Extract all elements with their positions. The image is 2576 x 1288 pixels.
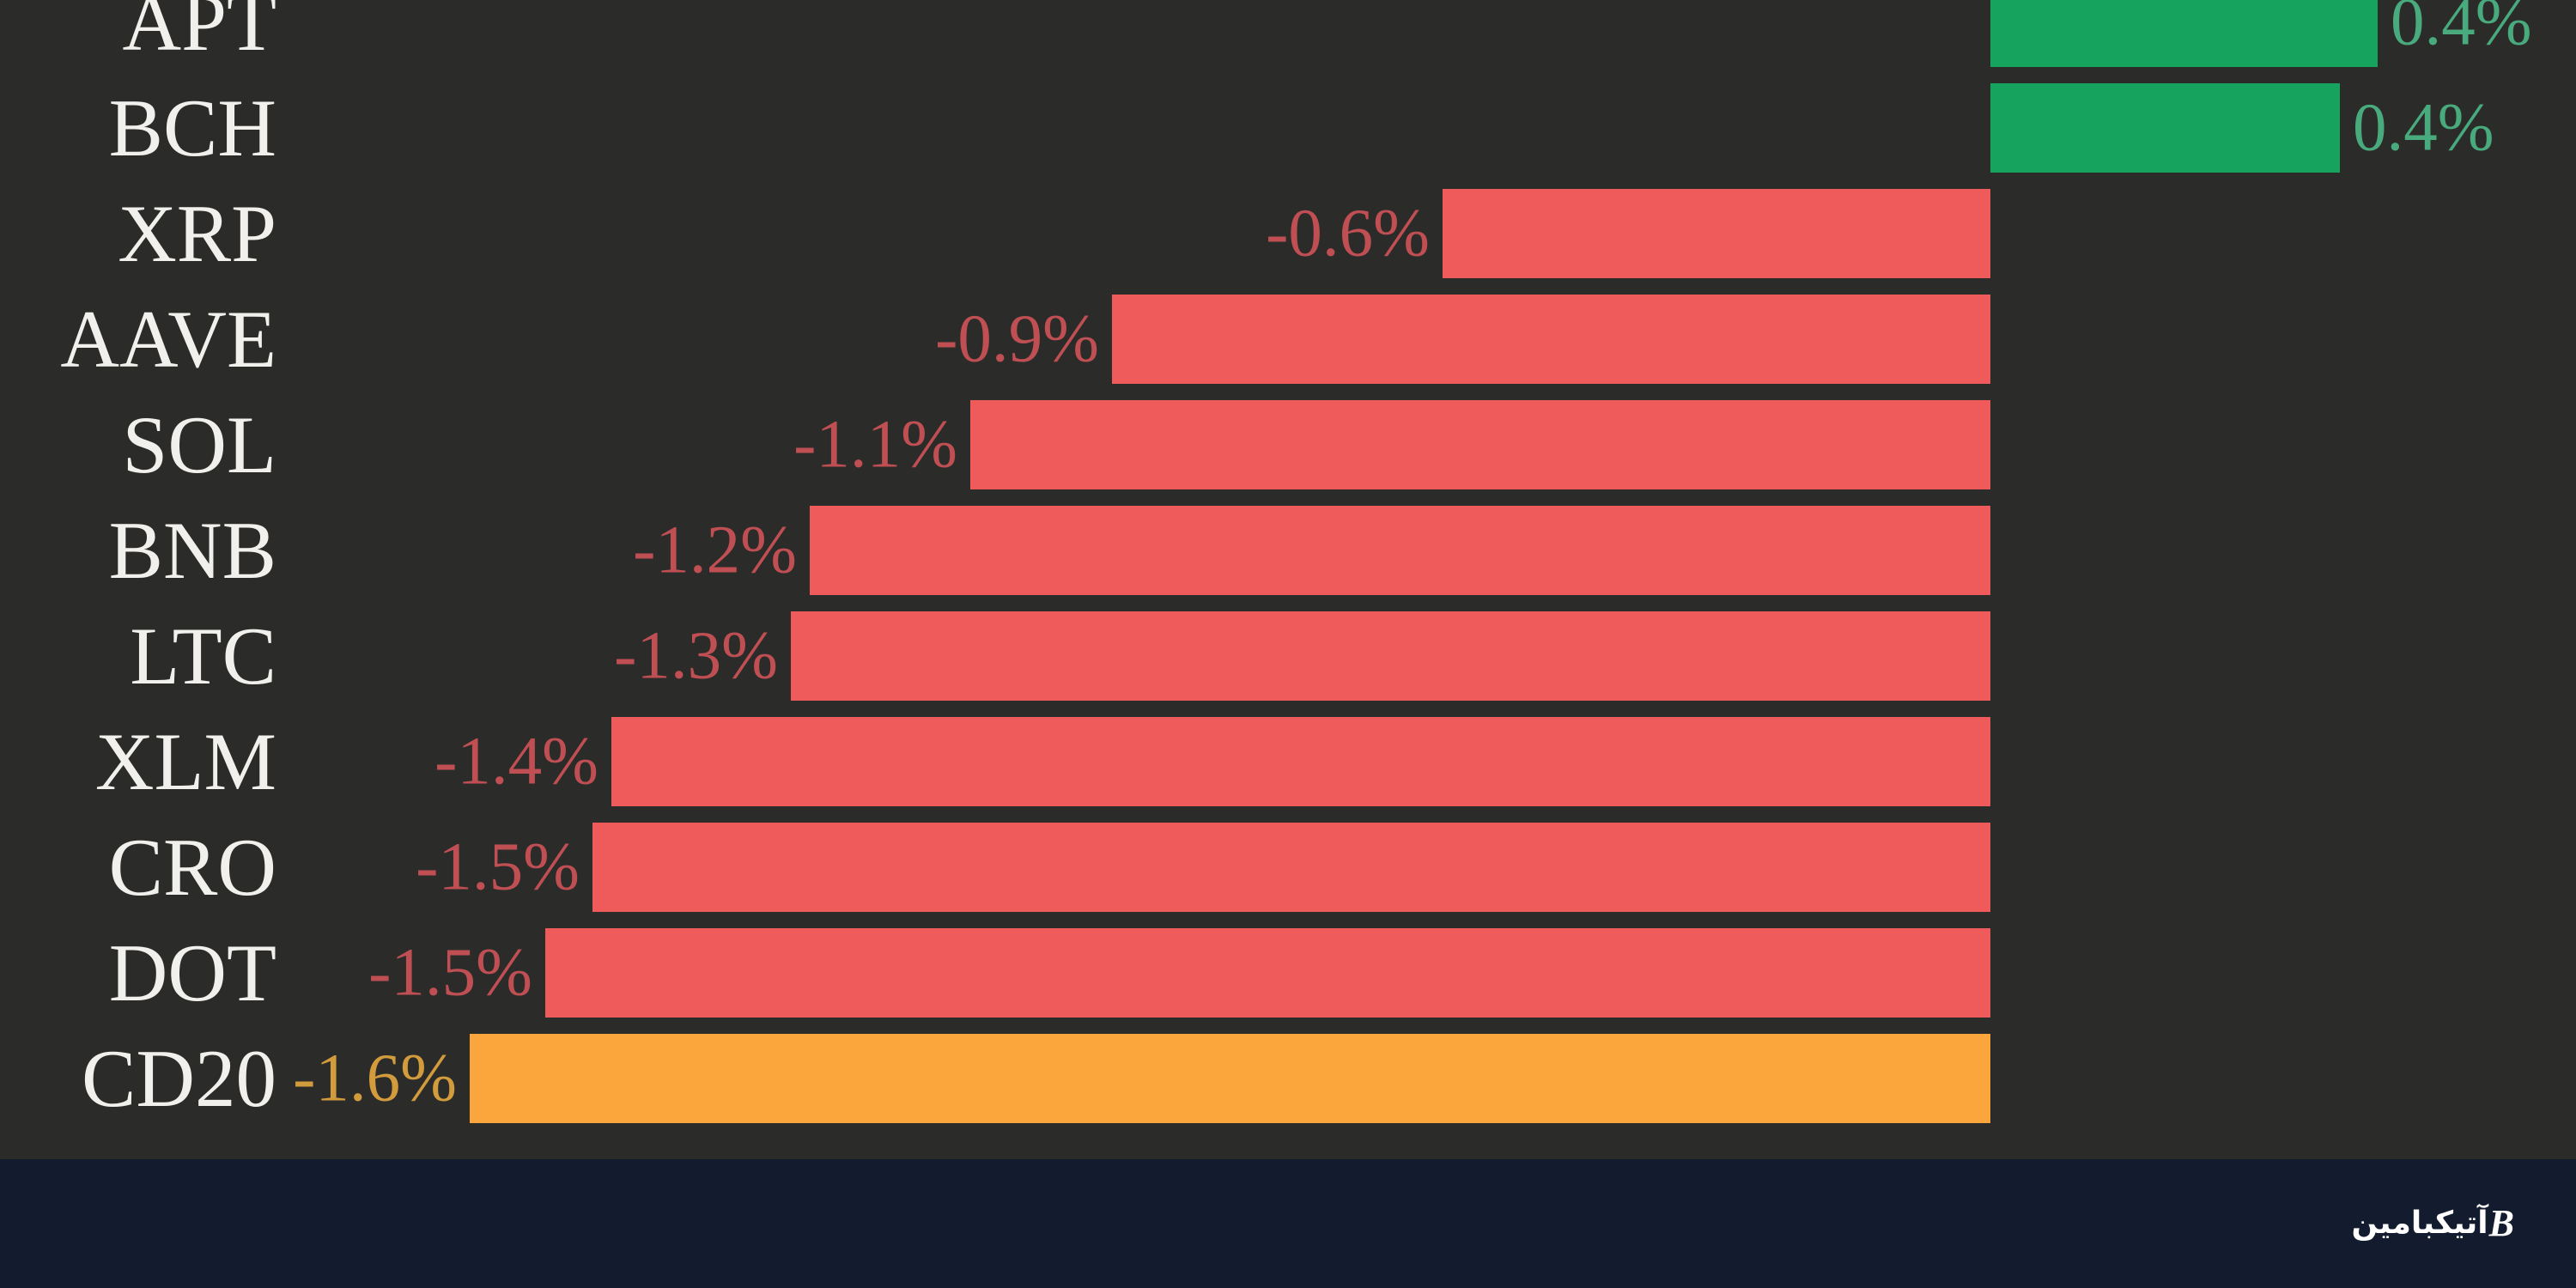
bar-bnb [810, 506, 1990, 595]
chart-row-sol: SOL -1.1% [0, 392, 2576, 498]
value-label-bnb: -1.2% [633, 513, 797, 588]
chart-row-cd20: CD20 -1.6% [0, 1026, 2576, 1132]
chart-row-apt: APT 0.4% [0, 0, 2576, 76]
category-label-aave: AAVE [60, 293, 276, 385]
chart-row-bnb: BNB -1.2% [0, 498, 2576, 604]
category-label-xlm: XLM [94, 715, 276, 807]
category-label-bnb: BNB [108, 504, 276, 596]
bar-cd20 [470, 1034, 1990, 1123]
bar-ltc [791, 611, 1990, 701]
category-label-apt: APT [122, 0, 276, 68]
brand-watermark: B آتیکبامین [2352, 1205, 2514, 1242]
value-label-cd20: -1.6% [293, 1041, 457, 1116]
bar-xrp [1443, 189, 1990, 278]
bar-chart: APT 0.4% BCH 0.4% XRP -0.6% AAVE -0.9% SOL -1.1% B… [0, 0, 2576, 1132]
brand-logo-icon: B [2488, 1202, 2514, 1244]
value-label-ltc: -1.3% [614, 618, 778, 694]
value-label-xrp: -0.6% [1266, 196, 1430, 271]
chart-row-xrp: XRP -0.6% [0, 181, 2576, 287]
bar-sol [970, 400, 1990, 489]
bar-aave [1112, 295, 1990, 384]
chart-row-xlm: XLM -1.4% [0, 709, 2576, 815]
chart-row-bch: BCH 0.4% [0, 76, 2576, 181]
value-label-xlm: -1.4% [434, 724, 598, 799]
chart-row-dot: DOT -1.5% [0, 920, 2576, 1026]
brand-text: آتیکبامین [2351, 1206, 2488, 1241]
chart-row-aave: AAVE -0.9% [0, 287, 2576, 392]
category-label-bch: BCH [108, 82, 276, 173]
bar-bch [1990, 83, 2340, 173]
chart-row-cro: CRO -1.5% [0, 815, 2576, 920]
value-label-apt: 0.4% [2391, 0, 2532, 60]
value-label-sol: -1.1% [793, 407, 957, 483]
category-label-cd20: CD20 [82, 1032, 276, 1124]
value-label-aave: -0.9% [935, 301, 1099, 377]
category-label-xrp: XRP [118, 187, 276, 279]
value-label-bch: 0.4% [2353, 90, 2494, 166]
bar-apt [1990, 0, 2378, 67]
chart-row-ltc: LTC -1.3% [0, 604, 2576, 709]
bar-xlm [611, 717, 1990, 806]
category-label-dot: DOT [108, 927, 276, 1018]
category-label-sol: SOL [122, 398, 276, 490]
value-label-cro: -1.5% [416, 829, 580, 905]
value-label-dot: -1.5% [368, 935, 532, 1011]
category-label-cro: CRO [108, 821, 276, 913]
bar-dot [545, 928, 1990, 1018]
footer-bar: B آتیکبامین [0, 1159, 2576, 1288]
category-label-ltc: LTC [130, 610, 276, 702]
bar-cro [592, 823, 1990, 912]
